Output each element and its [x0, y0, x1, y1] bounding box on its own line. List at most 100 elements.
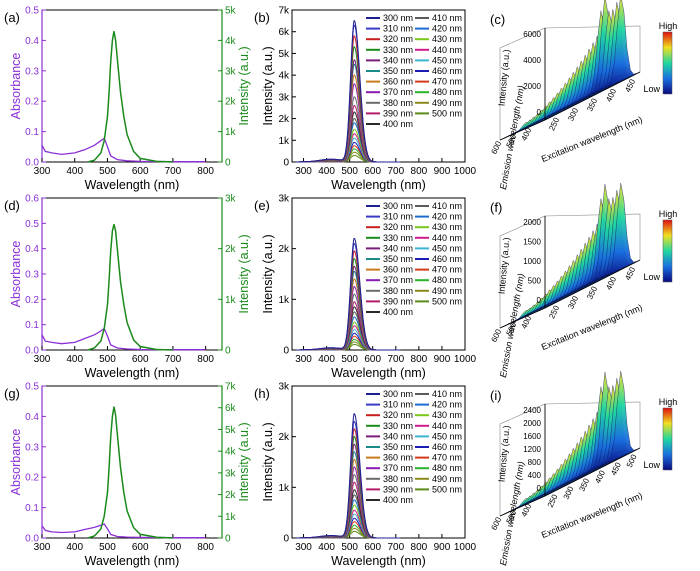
panel-b: 300 400 500 600 700 800 900 1000 0 1k 2k 3k 4k 5k 6k 7k…: [254, 6, 477, 193]
x-tick-label: 300: [34, 166, 51, 177]
y-right-tick-label: 3k: [225, 66, 237, 77]
legend-entry: 340 nm: [383, 431, 413, 441]
legend-entry: 450 nm: [432, 431, 462, 441]
legend-entry: 330 nm: [383, 233, 413, 243]
y-tick-label: 3k: [278, 92, 290, 103]
x-tick-label: 600: [364, 354, 381, 365]
legend-entry: 360 nm: [383, 265, 413, 275]
y-tick-label: 2k: [278, 114, 290, 125]
y-right-tick-label: 2k: [225, 244, 237, 255]
legend-entry: 380 nm: [383, 286, 413, 296]
legend-entry: 460 nm: [432, 442, 462, 452]
legend-entry: 400 nm: [383, 119, 413, 129]
x-tick-label: 500: [99, 354, 116, 365]
excitation-axis-line: [544, 447, 641, 497]
y-tick-label: 3k: [278, 194, 290, 205]
z-tick-label: 0: [537, 108, 542, 117]
legend-entry: 480 nm: [432, 275, 462, 285]
legend-entry: 500 nm: [432, 484, 462, 494]
z-axis-label: Intensity (a.u.): [497, 237, 512, 295]
panel-label: (h): [254, 386, 270, 401]
emission-tick-label: 600: [490, 139, 504, 155]
legend-entry: 360 nm: [383, 77, 413, 87]
panel-label: (c): [490, 12, 505, 27]
legend-entry: 380 nm: [383, 98, 413, 108]
y-left-tick-label: 0.2: [25, 295, 39, 306]
emission-axis-line: [499, 119, 546, 141]
legend-entry: 410 nm: [432, 389, 462, 399]
legend-entry: 350 nm: [383, 254, 413, 264]
panel-h: 300 400 500 600 700 800 900 1000 0 1k 2k 3k Waveleng…: [254, 382, 477, 569]
y-left-axis-label: Absorbance: [9, 241, 23, 308]
z-tick-label: 2000: [523, 218, 541, 227]
z-tick-label: 400: [528, 471, 542, 480]
y-tick-label: 4k: [278, 71, 290, 82]
legend-entry: 370 nm: [383, 275, 413, 285]
legend-entry: 450 nm: [432, 243, 462, 253]
x-tick-label: 900: [434, 542, 451, 553]
plot-frame: [41, 197, 223, 351]
x-tick-label: 800: [411, 166, 428, 177]
x-tick-label: 300: [295, 166, 312, 177]
x-axis-label: Wavelength (nm): [85, 554, 180, 568]
x-tick-label: 1000: [454, 166, 477, 177]
y-left-tick-label: 0.5: [25, 219, 39, 230]
x-tick-label: 400: [318, 542, 335, 553]
y-right-tick-label: 6k: [225, 403, 237, 414]
surface-slice: [594, 370, 641, 469]
y-right-tick-label: 0: [225, 346, 231, 357]
panel-d: 300 400 500 600 700 800 0.0 0.1 0.2 0.3 0.4 0.5 0.6 0…: [4, 194, 251, 381]
colorbar-low-label: Low: [643, 272, 660, 282]
x-tick-label: 900: [434, 354, 451, 365]
legend-entry: 300 nm: [383, 201, 413, 211]
x-tick-label: 400: [66, 166, 83, 177]
legend-entry: 300 nm: [383, 13, 413, 23]
legend-entry: 300 nm: [383, 389, 413, 399]
y-right-tick-label: 1k: [225, 127, 237, 138]
x-tick-label: 800: [197, 542, 214, 553]
legend-entry: 410 nm: [432, 13, 462, 23]
x-tick-label: 600: [364, 166, 381, 177]
y-right-tick-label: 4k: [225, 36, 237, 47]
y-right-axis-label: Intensity (a.u.): [237, 422, 251, 501]
x-tick-label: 400: [318, 354, 335, 365]
legend-entry: 440 nm: [432, 45, 462, 55]
x-tick-label: 300: [295, 354, 312, 365]
y-left-tick-label: 0.2: [25, 473, 39, 484]
legend-entry: 400 nm: [383, 495, 413, 505]
y-left-tick-label: 0.1: [25, 127, 39, 138]
y-left-tick-label: 0.3: [25, 66, 39, 77]
emission-line: [87, 406, 173, 539]
y-tick-label: 1k: [278, 295, 290, 306]
z-tick-label: 500: [528, 277, 542, 286]
panel-label: (i): [490, 388, 502, 403]
legend-entry: 330 nm: [383, 45, 413, 55]
y-left-tick-label: 0.1: [25, 320, 39, 331]
x-axis-label: Wavelength (nm): [331, 554, 426, 568]
x-axis-label: Wavelength (nm): [331, 178, 426, 192]
y-tick-label: 1k: [278, 483, 290, 494]
absorbance-line: [41, 327, 206, 351]
legend-entry: 470 nm: [432, 453, 462, 463]
y-left-tick-label: 0.6: [25, 194, 39, 205]
legend-entry: 310 nm: [383, 24, 413, 34]
legend-entry: 380 nm: [383, 474, 413, 484]
x-axis-label: Wavelength (nm): [85, 178, 180, 192]
x-tick-label: 400: [318, 166, 335, 177]
panel-label: (g): [4, 386, 20, 401]
panel-label: (d): [4, 198, 20, 213]
legend-entry: 490 nm: [432, 286, 462, 296]
emission-series-line: [296, 19, 401, 163]
z-tick-label: 2000: [523, 82, 541, 91]
y-right-tick-label: 5k: [225, 6, 237, 17]
y-axis-label: Intensity (a.u.): [261, 422, 275, 501]
x-tick-label: 1000: [454, 542, 477, 553]
legend-entry: 470 nm: [432, 77, 462, 87]
z-tick-label: 0: [537, 296, 542, 305]
y-left-axis-label: Absorbance: [9, 53, 23, 120]
y-tick-label: 2k: [278, 432, 290, 443]
excitation-axis-line: [544, 259, 641, 309]
colorbar: [662, 219, 673, 283]
